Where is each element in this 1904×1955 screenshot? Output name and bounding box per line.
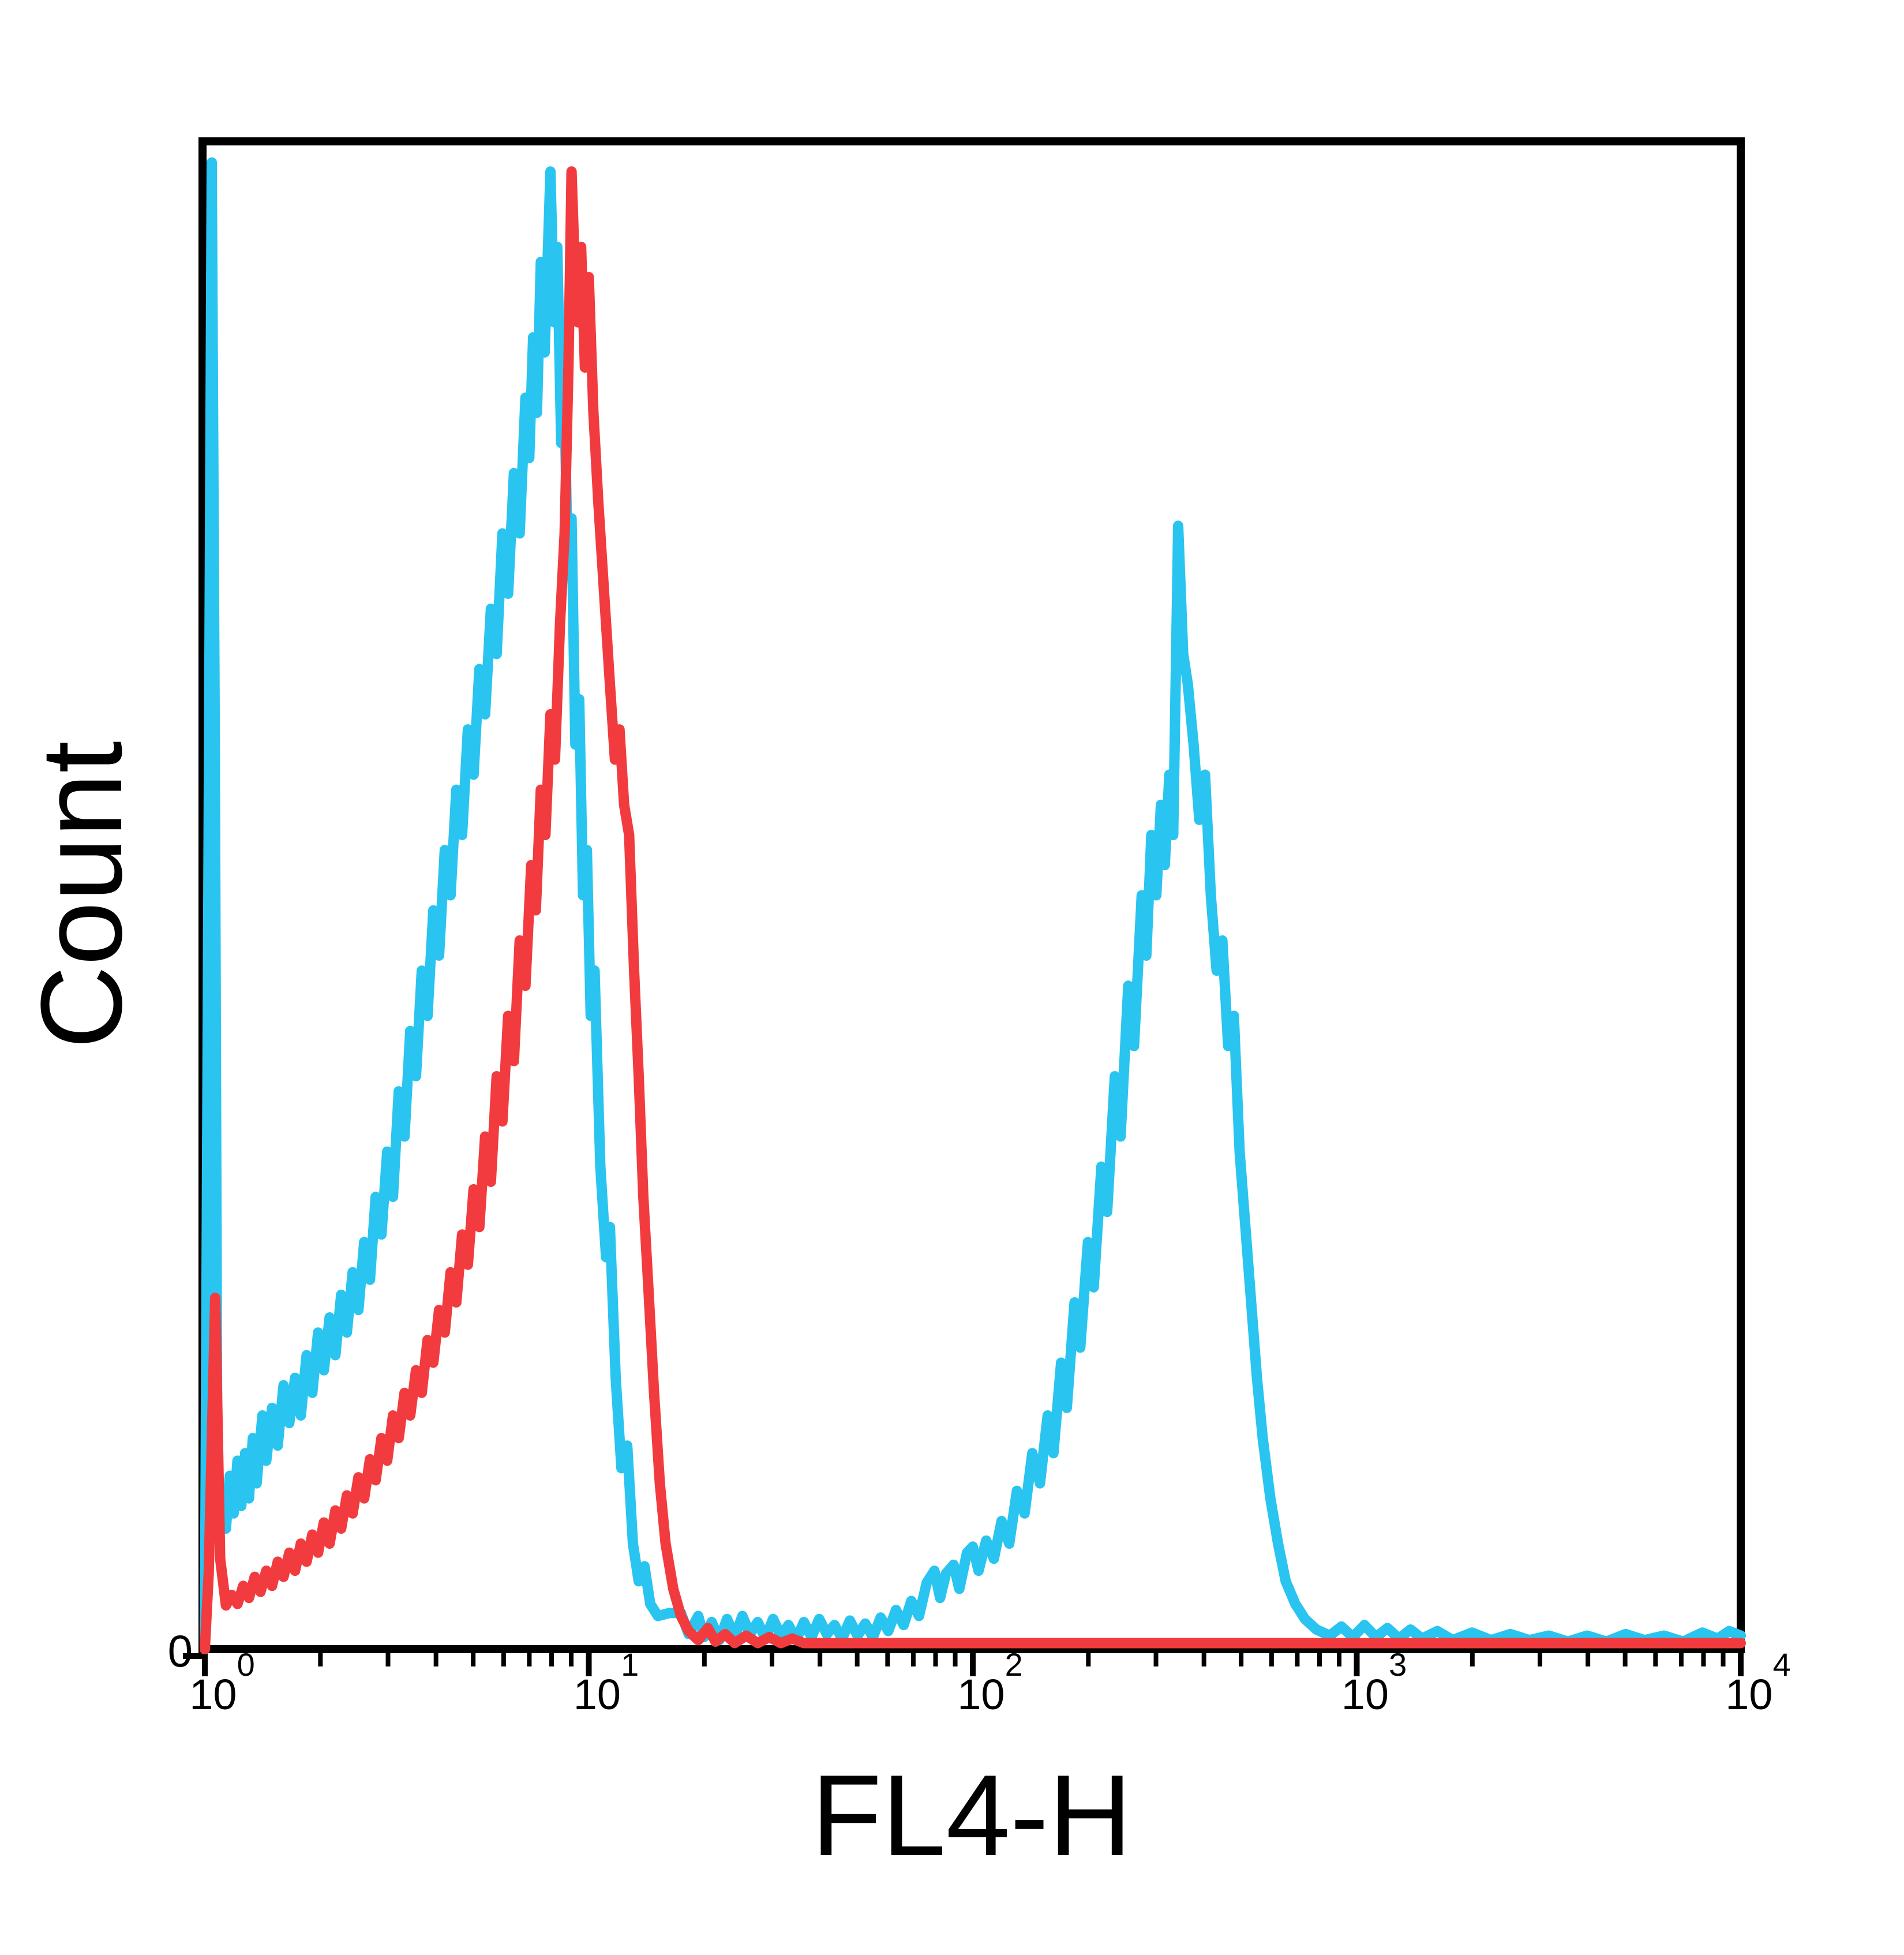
y-tick-label-zero: 0	[168, 1626, 193, 1676]
x-tick-label-10e1: 101	[574, 1646, 639, 1718]
axis-ticks	[183, 1653, 1744, 1676]
cyan-trace-polyline	[200, 157, 1746, 1654]
x-axis-title: FL4-H	[811, 1751, 1132, 1880]
x-tick-label-10e4: 104	[1725, 1646, 1790, 1718]
plot-box-frame	[198, 137, 1745, 1653]
series-lines	[200, 157, 1746, 1654]
x-tick-label-10e2: 102	[957, 1646, 1022, 1718]
red-trace-polyline	[200, 166, 1746, 1654]
y-axis-title: Count	[17, 741, 146, 1049]
x-tick-label-10e3: 103	[1341, 1646, 1407, 1718]
